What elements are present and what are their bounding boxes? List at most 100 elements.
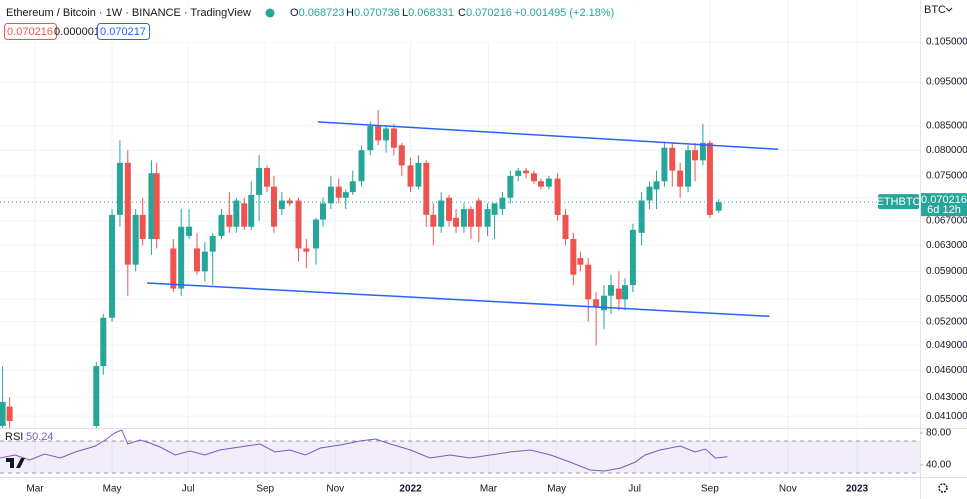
candle-body[interactable] bbox=[692, 150, 699, 161]
candle-body[interactable] bbox=[699, 142, 706, 161]
candle-body[interactable] bbox=[600, 295, 607, 311]
candle-body[interactable] bbox=[446, 197, 453, 221]
sell-box[interactable] bbox=[4, 23, 57, 40]
trend-line[interactable] bbox=[147, 282, 770, 318]
candle-body[interactable] bbox=[93, 366, 100, 427]
candle-body[interactable] bbox=[170, 248, 177, 289]
candle-body[interactable] bbox=[669, 147, 676, 171]
settings-icon[interactable] bbox=[938, 483, 948, 493]
buy-price[interactable]: 0.070217 bbox=[100, 26, 146, 38]
candle-body[interactable] bbox=[383, 128, 390, 141]
candle-body[interactable] bbox=[186, 226, 193, 236]
candle-body[interactable] bbox=[218, 214, 225, 236]
candle-body[interactable] bbox=[209, 235, 216, 252]
candle-body[interactable] bbox=[390, 128, 397, 148]
x-tick-label: Sep bbox=[701, 484, 719, 495]
candle-body[interactable] bbox=[320, 203, 327, 220]
buy-box[interactable] bbox=[97, 23, 150, 40]
candle-body[interactable] bbox=[615, 288, 622, 300]
candle-body[interactable] bbox=[233, 200, 240, 227]
candle-body[interactable] bbox=[303, 248, 310, 252]
candle-body[interactable] bbox=[646, 186, 653, 201]
symbol-title[interactable]: Ethereum / Bitcoin · 1W · BINANCE · Trad… bbox=[6, 7, 251, 19]
candle-body[interactable] bbox=[453, 217, 460, 227]
candle-body[interactable] bbox=[593, 299, 600, 307]
candle-body[interactable] bbox=[484, 209, 491, 227]
candle-body[interactable] bbox=[286, 200, 293, 204]
candle-body[interactable] bbox=[0, 401, 6, 427]
candle-body[interactable] bbox=[241, 203, 248, 227]
ohlc-key: O bbox=[290, 7, 299, 19]
candle-body[interactable] bbox=[124, 162, 131, 265]
candle-body[interactable] bbox=[530, 173, 537, 182]
candle-body[interactable] bbox=[622, 285, 629, 300]
candle-body[interactable] bbox=[6, 406, 13, 422]
candle-body[interactable] bbox=[438, 200, 445, 227]
candle-body[interactable] bbox=[226, 214, 233, 227]
candle-body[interactable] bbox=[375, 126, 382, 141]
candle-body[interactable] bbox=[367, 126, 374, 151]
candle-body[interactable] bbox=[313, 219, 320, 249]
candle-body[interactable] bbox=[491, 203, 498, 215]
candle-body[interactable] bbox=[415, 162, 422, 187]
candle-body[interactable] bbox=[398, 145, 405, 166]
candle-body[interactable] bbox=[201, 251, 208, 272]
candle-body[interactable] bbox=[109, 214, 116, 318]
candle-body[interactable] bbox=[685, 150, 692, 187]
candle-body[interactable] bbox=[638, 200, 645, 233]
candle-body[interactable] bbox=[139, 214, 146, 240]
candle-body[interactable] bbox=[545, 178, 552, 187]
currency-caret[interactable] bbox=[945, 7, 953, 12]
ohlc-value: 0.070216 bbox=[466, 7, 512, 19]
candle-body[interactable] bbox=[537, 181, 544, 187]
currency-label[interactable]: BTC bbox=[924, 4, 946, 16]
candle-body[interactable] bbox=[349, 181, 356, 193]
candle-body[interactable] bbox=[570, 239, 577, 275]
y-tick-label: 0.052000 bbox=[926, 316, 967, 327]
candle-body[interactable] bbox=[278, 200, 285, 210]
trend-line[interactable] bbox=[317, 121, 779, 150]
candle-body[interactable] bbox=[342, 192, 349, 198]
candle-body[interactable] bbox=[507, 175, 514, 198]
candle-body[interactable] bbox=[100, 317, 107, 367]
candle-body[interactable] bbox=[132, 214, 139, 265]
candle-body[interactable] bbox=[653, 181, 660, 190]
candle-body[interactable] bbox=[327, 186, 334, 204]
candle-body[interactable] bbox=[423, 162, 430, 215]
candle-body[interactable] bbox=[715, 202, 722, 211]
rsi-name[interactable]: RSI bbox=[5, 431, 23, 443]
market-status[interactable] bbox=[265, 8, 275, 18]
candle-body[interactable] bbox=[248, 194, 255, 227]
candle-body[interactable] bbox=[263, 168, 270, 187]
candle-body[interactable] bbox=[499, 197, 506, 210]
candle-body[interactable] bbox=[430, 214, 437, 227]
candle-body[interactable] bbox=[515, 170, 522, 176]
candle-body[interactable] bbox=[677, 170, 684, 187]
ohlc-key: C bbox=[458, 7, 466, 19]
candle-body[interactable] bbox=[358, 150, 365, 182]
candle-body[interactable] bbox=[256, 168, 263, 195]
logo[interactable] bbox=[6, 458, 25, 468]
candle-body[interactable] bbox=[706, 142, 713, 215]
candle-body[interactable] bbox=[193, 248, 200, 272]
candle-body[interactable] bbox=[661, 147, 668, 182]
candle-body[interactable] bbox=[562, 214, 569, 240]
candle-body[interactable] bbox=[585, 264, 592, 300]
candle-body[interactable] bbox=[607, 285, 614, 296]
candle-body[interactable] bbox=[407, 165, 414, 187]
candle-body[interactable] bbox=[475, 200, 482, 227]
candle-body[interactable] bbox=[577, 258, 584, 265]
candle-body[interactable] bbox=[295, 200, 302, 249]
candle-body[interactable] bbox=[116, 162, 123, 215]
candle-body[interactable] bbox=[629, 229, 636, 286]
candle-body[interactable] bbox=[270, 186, 277, 227]
candle-body[interactable] bbox=[467, 209, 474, 227]
candle-body[interactable] bbox=[460, 209, 467, 227]
sell-price[interactable]: 0.070216 bbox=[7, 26, 53, 38]
candle-body[interactable] bbox=[335, 186, 342, 198]
candle-body[interactable] bbox=[523, 170, 530, 174]
candle-body[interactable] bbox=[148, 173, 155, 240]
candle-body[interactable] bbox=[178, 226, 185, 289]
candle-body[interactable] bbox=[554, 178, 561, 215]
candle-body[interactable] bbox=[153, 173, 160, 240]
